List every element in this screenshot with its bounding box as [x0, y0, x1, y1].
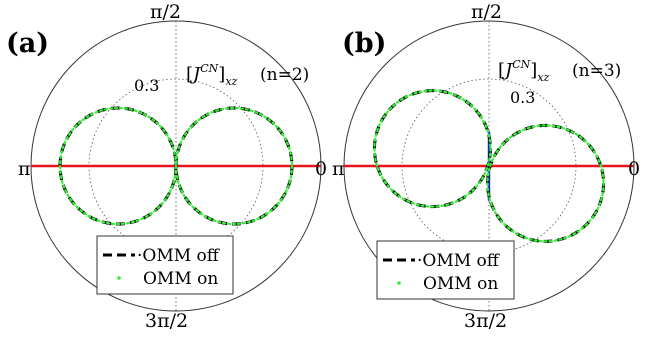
radial-tick-a: 0.3 — [134, 76, 159, 95]
angle-label-bottom-b: 3π/2 — [464, 310, 507, 332]
legend-label-omm-off-a: ·OMM off — [137, 246, 221, 266]
series-omm-on-lobe-2-b — [373, 89, 492, 208]
quantity-label-b: [JCN]xz — [498, 58, 550, 84]
legend-label-omm-off-b: ·OMM off — [417, 251, 501, 271]
legend-swatch-omm-on-b — [397, 281, 401, 285]
legend-label-omm-on-b: OMM on — [423, 274, 498, 294]
series-omm-on-lobe-1-b — [486, 124, 605, 243]
angle-label-right-a: 0 — [315, 158, 327, 180]
angle-label-left-b: π — [332, 158, 345, 180]
panel-b: (b) π/2 π 0 3π/2 0.3 [JCN]xz (n=3) — [332, 1, 640, 332]
legend-box-b — [376, 240, 515, 300]
quantity-label-a: [JCN]xz — [186, 62, 238, 88]
series-omm-on-lobe-2-a — [58, 106, 178, 226]
panel-label-a: (a) — [6, 28, 49, 59]
panel-label-b: (b) — [342, 28, 386, 59]
legend-b: ·OMM off OMM on — [376, 240, 515, 300]
n-label-a: (n=2) — [260, 65, 309, 85]
legend-label-omm-on-a: OMM on — [143, 269, 218, 289]
n-label-b: (n=3) — [572, 61, 621, 81]
radial-tick-b: 0.3 — [510, 88, 535, 107]
panel-a: (a) π/2 π 0 3π/2 0.3 [JCN]xz (n=2) — [6, 1, 327, 332]
angle-label-right-b: 0 — [628, 158, 640, 180]
angle-label-top-a: π/2 — [150, 1, 181, 23]
polar-plot-b — [343, 20, 635, 312]
angle-label-top-b: π/2 — [471, 1, 502, 23]
legend-a: ·OMM off OMM on — [96, 235, 234, 295]
angle-label-bottom-a: 3π/2 — [145, 310, 188, 332]
angle-label-left-a: π — [18, 158, 31, 180]
legend-box-a — [96, 235, 234, 295]
legend-swatch-omm-on-a — [117, 276, 121, 280]
